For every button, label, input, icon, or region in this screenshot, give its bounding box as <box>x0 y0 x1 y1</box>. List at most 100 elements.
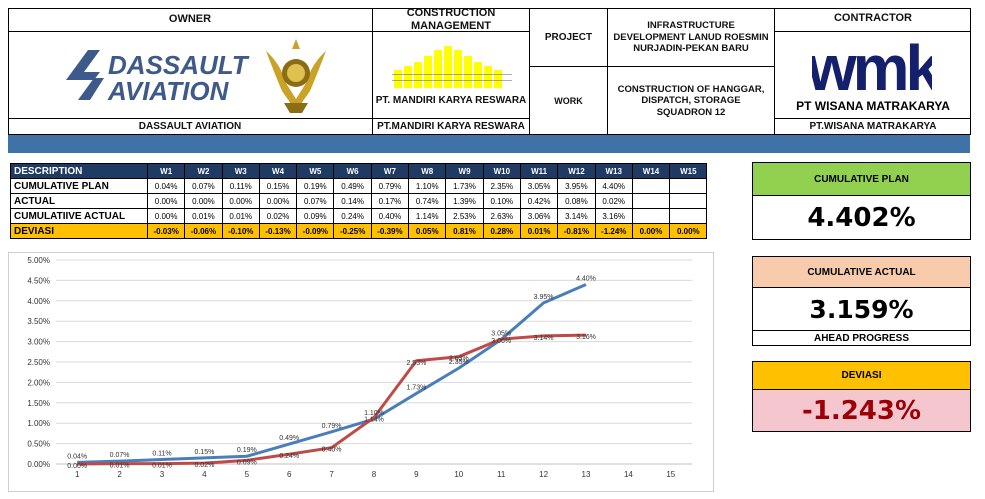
table-cell: 0.81% <box>445 223 484 239</box>
series-line-2 <box>77 333 587 466</box>
cm-name: PT.MANDIRI KARYA RESWARA <box>377 121 525 132</box>
table-cell: 0.28% <box>482 223 521 239</box>
table-row: DEVIASI -0.03% -0.06% -0.10% -0.13% -0.09% -0.… <box>10 223 708 239</box>
project-label: PROJECT <box>544 31 593 43</box>
progress-line-chart: 0.00% 0.50% 1.00% 1.50% 2.00% 2.50% 3.00% 3.50%… <box>27 256 692 479</box>
table-cell: 0.00% <box>669 223 708 239</box>
x-tick-label: 13 <box>582 470 591 479</box>
table-cell: 0.08% <box>557 193 596 209</box>
table-cell: -0.06% <box>184 223 223 239</box>
table-cell: 0.11% <box>221 178 260 194</box>
data-label: 2.63% <box>449 356 469 363</box>
owner-logo-line1: DASSAULT <box>108 50 250 80</box>
table-cell: -0.39% <box>370 223 410 239</box>
data-label: 3.14% <box>534 335 554 342</box>
data-label: 0.04% <box>67 453 87 460</box>
column-header-week: W8 <box>408 163 447 179</box>
row-label: CUMULATIIVE ACTUAL <box>10 208 148 224</box>
y-tick-label: 4.00% <box>27 297 50 306</box>
table-cell: -1.24% <box>594 223 633 239</box>
table-cell: 0.01% <box>184 208 223 224</box>
column-header-week: W6 <box>333 163 372 179</box>
table-cell: 0.00% <box>631 223 671 239</box>
x-tick-label: 14 <box>624 470 633 479</box>
column-header-week: W14 <box>631 163 671 179</box>
data-label: 1.73% <box>406 384 426 391</box>
data-label: 0.40% <box>322 447 342 454</box>
table-cell: 2.53% <box>445 208 484 224</box>
table-cell: 3.16% <box>594 208 633 224</box>
y-tick-label: 4.50% <box>27 276 50 285</box>
table-cell <box>669 178 708 194</box>
column-header-week: W4 <box>258 163 298 179</box>
table-cell: -0.10% <box>221 223 260 239</box>
table-cell: 0.01% <box>221 208 260 224</box>
table-cell: 1.10% <box>408 178 447 194</box>
column-header-week: W12 <box>557 163 596 179</box>
column-header-week: W1 <box>146 163 186 179</box>
y-tick-label: 1.00% <box>27 419 50 428</box>
table-cell: 1.14% <box>408 208 447 224</box>
x-tick-label: 8 <box>372 470 377 479</box>
x-tick-label: 5 <box>245 470 250 479</box>
data-label: 0.01% <box>110 463 130 470</box>
table-cell: 0.09% <box>296 208 335 224</box>
table-cell: 0.07% <box>296 193 335 209</box>
divider <box>774 118 971 119</box>
wmk-logo-icon: wmk <box>806 32 946 104</box>
data-label: 2.35% <box>449 359 469 366</box>
cm-logo <box>392 44 512 90</box>
data-label: 1.14% <box>364 416 384 423</box>
row-label: CUMULATIVE PLAN <box>10 178 148 194</box>
table-cell: 0.24% <box>333 208 372 224</box>
table-cell: 0.01% <box>519 223 559 239</box>
owner-name: DASSAULT AVIATION <box>138 121 242 132</box>
kpi-deviasi-value: -1.243% <box>752 389 971 432</box>
row-label: ACTUAL <box>10 193 148 209</box>
table-cell: 1.73% <box>445 178 484 194</box>
data-label: 3.05% <box>491 331 511 338</box>
y-tick-label: 0.00% <box>27 460 50 469</box>
data-label: 3.16% <box>576 334 596 341</box>
data-label: 0.49% <box>279 435 299 442</box>
table-cell <box>631 208 671 224</box>
data-label: 2.53% <box>406 360 426 367</box>
table-row: ACTUAL 0.00% 0.00% 0.00% 0.00% 0.07% 0.14% 0.17… <box>10 193 708 209</box>
x-tick-label: 9 <box>414 470 419 479</box>
mandiri-logo-icon <box>392 46 512 88</box>
table-cell: 0.10% <box>482 193 521 209</box>
table-cell: 0.00% <box>146 193 186 209</box>
table-cell: 3.06% <box>519 208 559 224</box>
column-header-week: W3 <box>221 163 260 179</box>
table-cell: 4.40% <box>594 178 633 194</box>
divider <box>8 31 529 32</box>
table-cell: 3.05% <box>519 178 559 194</box>
table-cell: 1.39% <box>445 193 484 209</box>
table-row: CUMULATIVE PLAN 0.04% 0.07% 0.11% 0.15% 0.19%… <box>10 178 708 194</box>
progress-table: DESCRIPTION W1 W2 W3 W4 W5 W6 W7 W8 W9 W10 W11 W12 W1… <box>10 163 708 239</box>
y-tick-label: 2.00% <box>27 378 50 387</box>
kpi-deviasi-label: DEVIASI <box>752 361 971 390</box>
table-cell: -0.13% <box>258 223 298 239</box>
table-cell: 0.42% <box>519 193 559 209</box>
table-cell <box>631 178 671 194</box>
divider <box>372 8 373 135</box>
table-cell: 3.95% <box>557 178 596 194</box>
table-cell: 0.00% <box>258 193 298 209</box>
kpi-actual-note: AHEAD PROGRESS <box>752 330 971 346</box>
column-header-week: W9 <box>445 163 484 179</box>
work-label: WORK <box>554 95 583 106</box>
table-cell <box>669 193 708 209</box>
owner-logo: DASSAULT AVIATION <box>60 42 250 108</box>
divider <box>607 8 608 135</box>
table-cell: 2.63% <box>482 208 521 224</box>
table-cell: 0.19% <box>296 178 335 194</box>
table-cell: 0.49% <box>333 178 372 194</box>
column-header-week: W7 <box>370 163 410 179</box>
owner-title: OWNER <box>168 13 212 26</box>
y-tick-label: 1.50% <box>27 399 50 408</box>
table-cell: 0.17% <box>370 193 410 209</box>
table-cell: 3.14% <box>557 208 596 224</box>
table-cell: -0.25% <box>333 223 372 239</box>
x-tick-label: 4 <box>202 470 207 479</box>
